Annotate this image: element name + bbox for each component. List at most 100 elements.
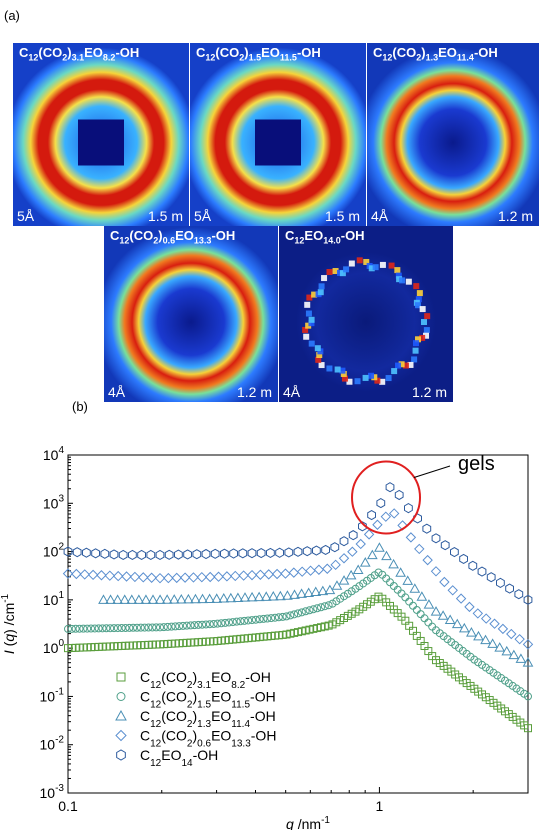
- data-point: [422, 554, 433, 566]
- data-point: [366, 597, 375, 606]
- data-point: [136, 641, 145, 650]
- data-point: [117, 624, 126, 633]
- gels-pointer: [413, 465, 451, 478]
- data-point: [146, 549, 156, 561]
- data-point: [382, 598, 391, 607]
- data-point: [524, 724, 532, 733]
- data-point: [414, 543, 425, 555]
- data-point: [424, 618, 433, 627]
- data-point: [71, 568, 82, 580]
- data-point: [290, 628, 299, 637]
- data-point: [351, 584, 360, 593]
- data-point: [324, 584, 336, 595]
- data-point: [493, 701, 502, 710]
- data-point: [140, 641, 149, 650]
- data-point: [397, 520, 408, 531]
- data-point: [305, 565, 316, 576]
- data-point: [156, 623, 164, 632]
- data-point: [163, 639, 172, 648]
- data-point: [468, 560, 478, 571]
- data-point: [64, 624, 72, 633]
- data-point: [512, 715, 521, 724]
- data-point: [271, 568, 283, 580]
- data-point: [186, 621, 195, 630]
- data-point: [372, 519, 383, 530]
- data-point: [236, 617, 245, 626]
- data-point: [431, 533, 441, 544]
- data-point: [238, 548, 248, 559]
- data-point: [455, 673, 463, 682]
- data-point: [240, 634, 249, 643]
- data-point: [309, 605, 318, 614]
- y-tick-label: 102: [43, 542, 65, 560]
- data-point: [221, 618, 230, 627]
- data-point: [347, 587, 356, 596]
- data-point: [516, 687, 525, 696]
- data-point: [98, 624, 107, 633]
- data-point: [305, 606, 314, 615]
- data-point: [217, 636, 226, 645]
- data-point: [164, 549, 174, 560]
- data-point: [198, 637, 207, 646]
- data-point: [167, 622, 176, 631]
- gels-label: gels: [458, 453, 495, 475]
- data-point: [168, 594, 180, 604]
- data-point: [386, 601, 394, 610]
- data-point: [190, 638, 199, 647]
- data-point: [330, 559, 341, 571]
- data-point: [430, 606, 442, 616]
- data-point: [83, 624, 92, 633]
- data-point: [489, 668, 498, 677]
- data-point: [409, 626, 417, 635]
- legend-entry: C12(CO2)1.3EO11.4-OH: [115, 708, 276, 730]
- data-point: [376, 498, 386, 509]
- data-point: [239, 592, 251, 602]
- data-point: [183, 593, 194, 604]
- data-point: [355, 605, 364, 614]
- data-point: [312, 545, 321, 556]
- data-point: [496, 577, 505, 588]
- data-point: [175, 622, 184, 631]
- data-point: [259, 632, 268, 641]
- data-point: [416, 636, 425, 645]
- data-point: [401, 616, 410, 625]
- data-point: [82, 547, 91, 558]
- data-point: [470, 684, 479, 693]
- data-point: [412, 605, 421, 614]
- data-point: [317, 603, 325, 612]
- detector-image: [13, 43, 189, 226]
- data-point: [244, 616, 253, 625]
- data-point: [420, 641, 429, 650]
- data-point: [71, 643, 80, 652]
- data-point: [152, 640, 161, 649]
- data-point: [393, 609, 402, 618]
- data-point: [129, 641, 138, 650]
- data-point: [405, 532, 417, 543]
- data-point: [459, 553, 468, 565]
- data-point: [271, 613, 279, 622]
- data-point: [516, 718, 525, 727]
- data-point: [508, 649, 520, 660]
- data-point: [152, 623, 161, 632]
- data-point: [358, 521, 367, 532]
- detector-image: [279, 226, 453, 402]
- data-point: [79, 569, 90, 580]
- data-point: [381, 550, 392, 561]
- data-point: [466, 681, 475, 690]
- data-point: [501, 645, 513, 656]
- sample-title: C12(CO2)0.6EO13.3-OH: [110, 228, 236, 246]
- data-point: [340, 614, 348, 623]
- data-point: [213, 619, 222, 628]
- data-point: [435, 659, 444, 668]
- data-point: [112, 570, 124, 582]
- data-point: [244, 634, 253, 643]
- data-point: [266, 547, 275, 558]
- data-point: [121, 571, 132, 582]
- wavelength-label: 4Å: [283, 384, 301, 400]
- detector-distance-label: 1.2 m: [411, 384, 447, 400]
- data-point: [416, 610, 425, 619]
- gels-circle: [351, 460, 422, 535]
- data-point: [171, 639, 180, 648]
- data-point: [274, 613, 283, 622]
- data-point: [340, 592, 348, 601]
